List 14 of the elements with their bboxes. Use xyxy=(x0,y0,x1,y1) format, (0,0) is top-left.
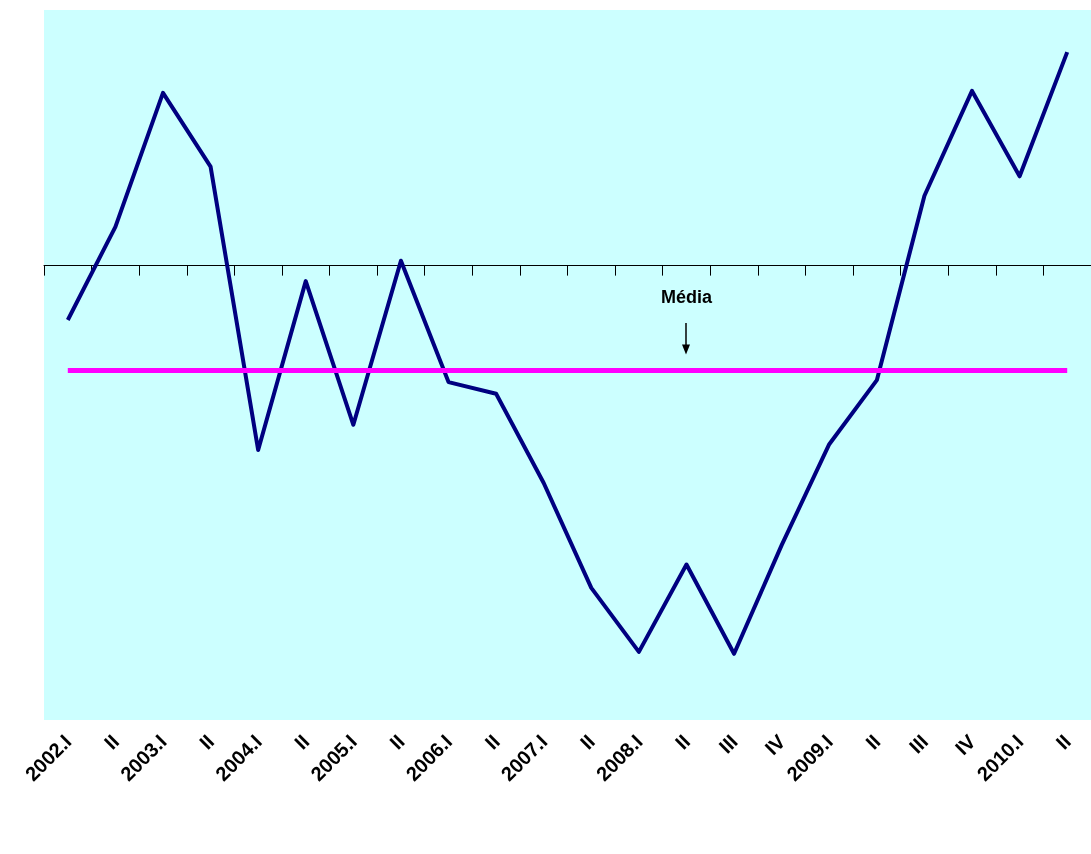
x-tick-label: II xyxy=(1051,730,1075,754)
x-tick-label: III xyxy=(904,730,933,758)
x-tick-label: II xyxy=(385,730,409,754)
x-tick-label: II xyxy=(670,730,695,754)
x-tick-label: II xyxy=(575,730,600,754)
x-tick-label: II xyxy=(861,730,885,754)
x-tick-label: IV xyxy=(760,729,790,760)
annotation: Média xyxy=(660,287,713,308)
x-tick-label: IV xyxy=(950,729,981,760)
x-tick-label: III xyxy=(714,730,742,758)
x-tick-label: II xyxy=(99,730,124,754)
x-tick-label: II xyxy=(194,730,219,754)
x-tick-label: II xyxy=(290,730,314,754)
x-tick-label: II xyxy=(480,730,504,754)
